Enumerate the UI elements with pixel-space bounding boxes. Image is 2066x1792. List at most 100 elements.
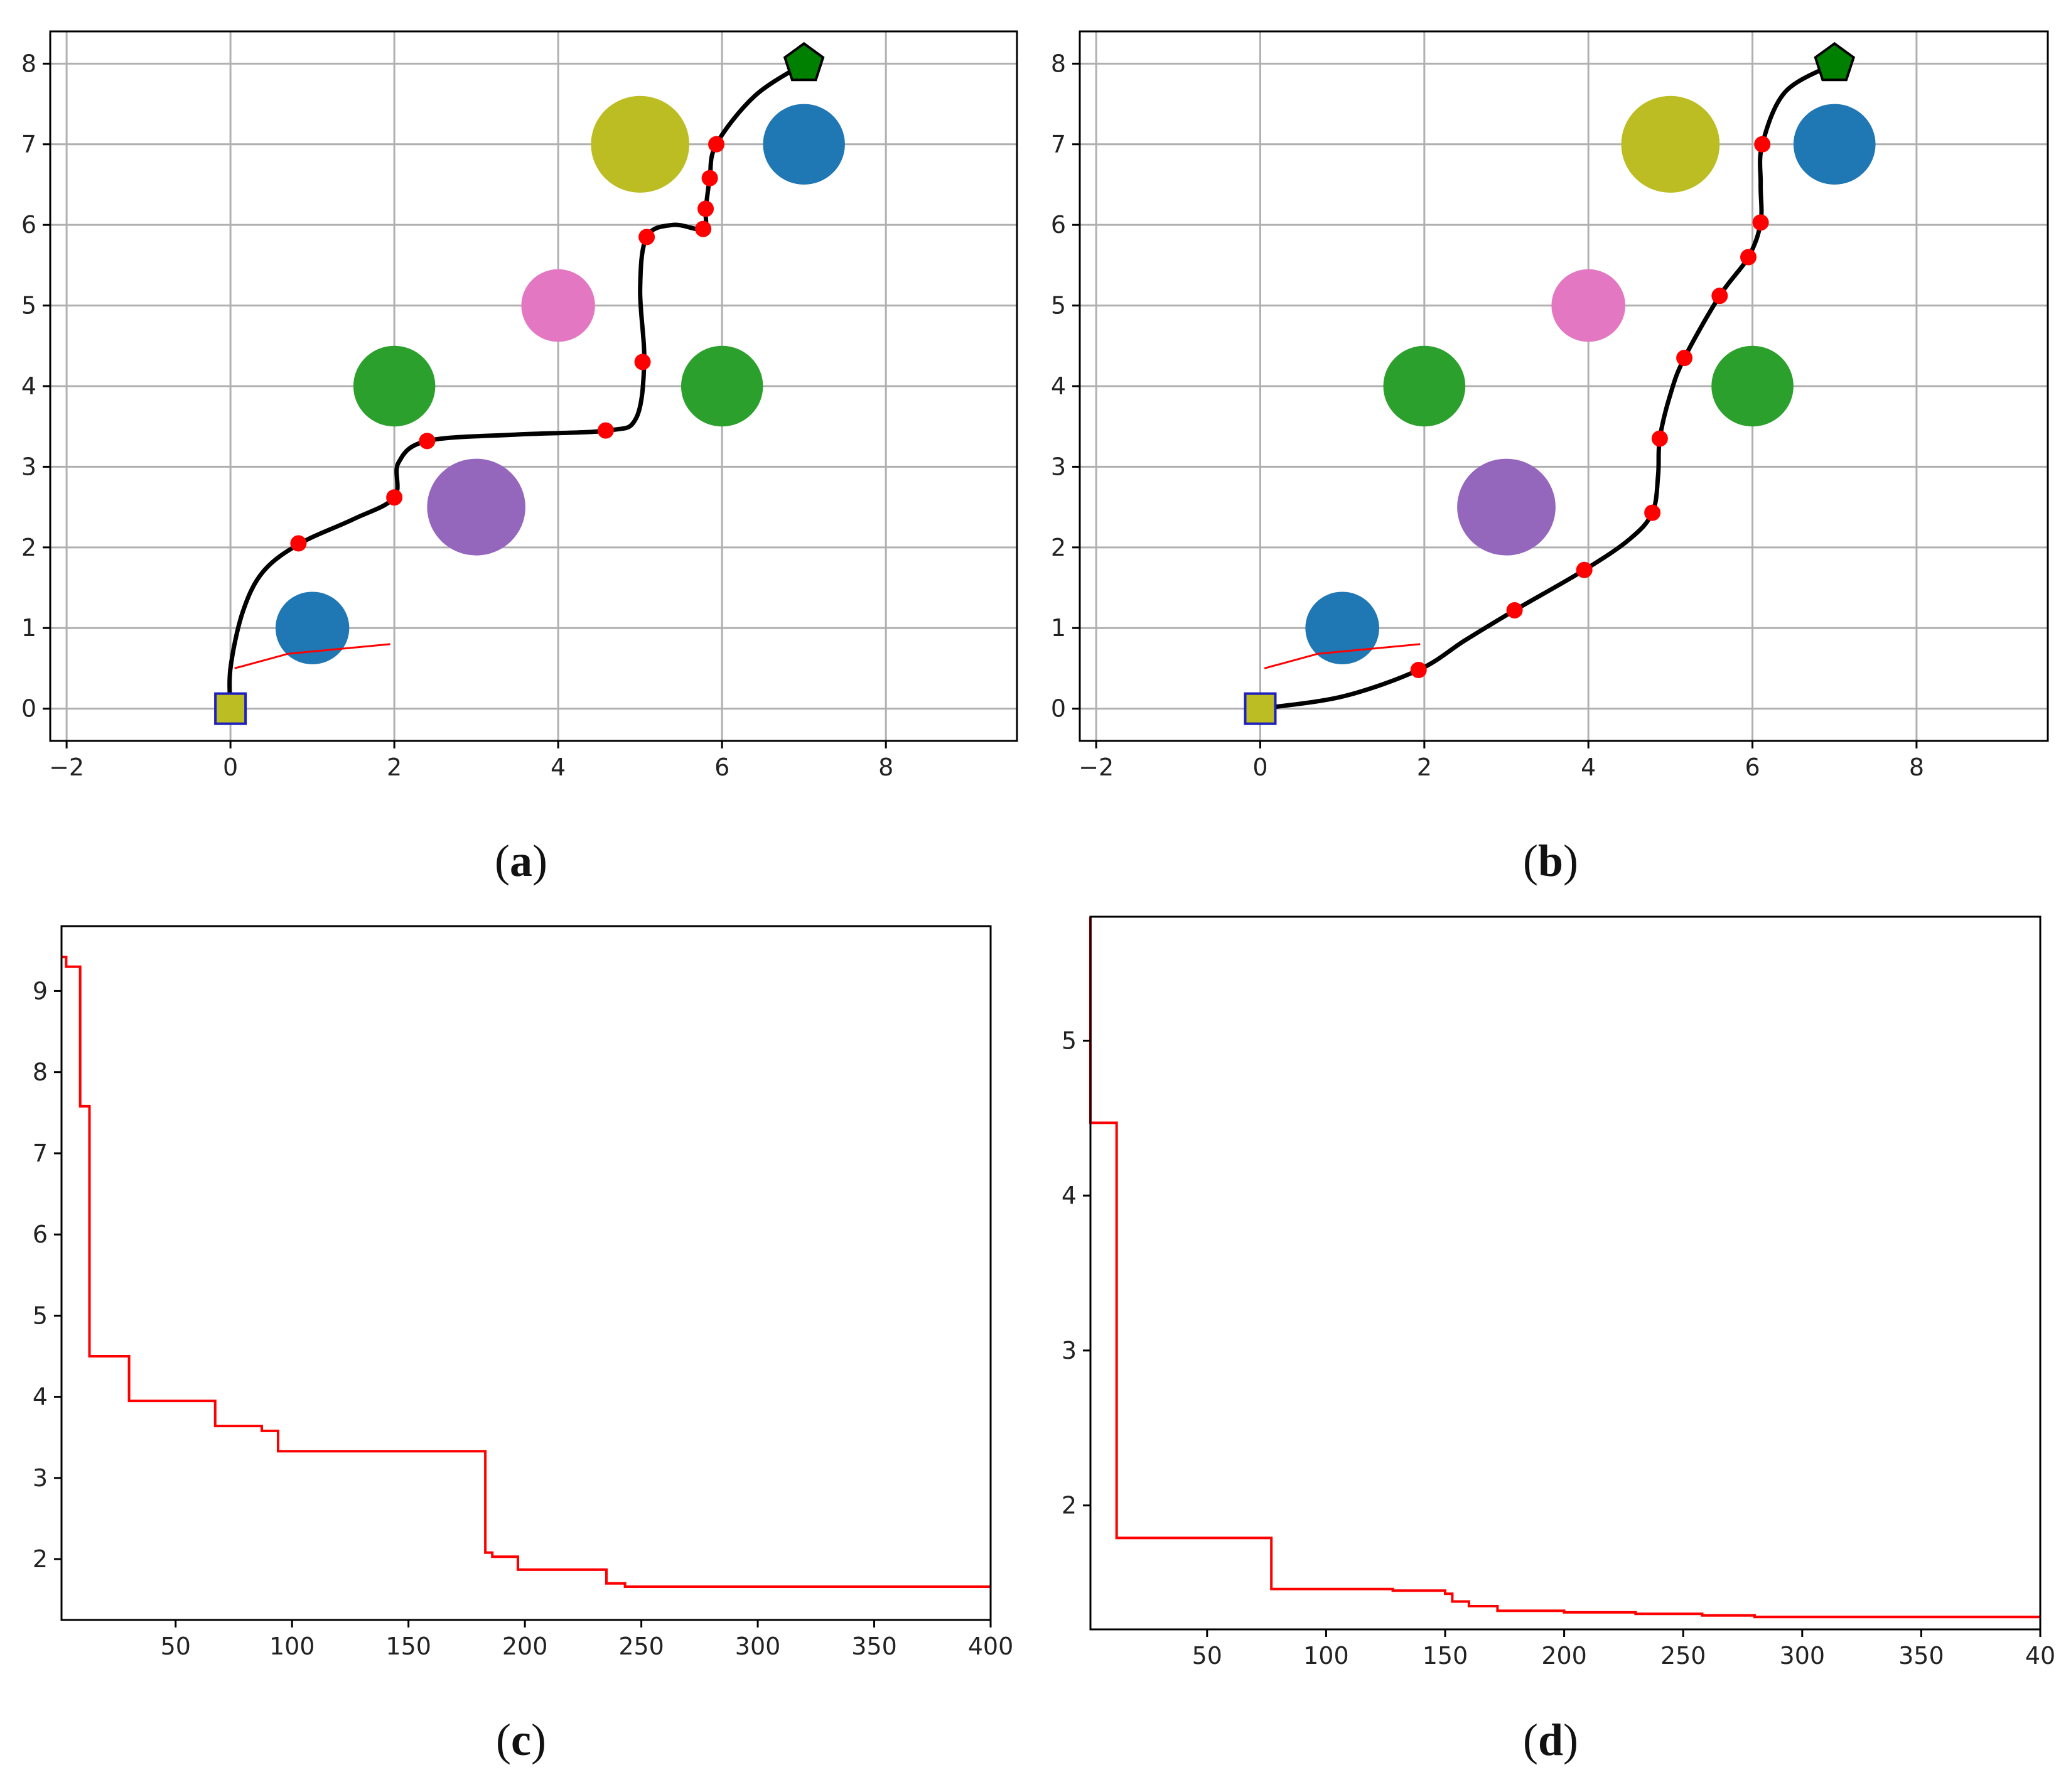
panel-c-xtick-label-5: 300	[735, 1633, 781, 1660]
panel-b-waypoint-7	[1740, 249, 1757, 266]
panel-c-convergence-plot: 50 100 150 200 250 300 350 400 2 3 4 5 6 7 8 9 (c)	[33, 925, 1013, 1765]
panel-b-grid	[1080, 31, 2048, 741]
panel-b-ytick-label-0: 0	[1051, 695, 1066, 723]
panel-b-ytick-label-5: 5	[1051, 292, 1066, 320]
panel-b-xtick-label-3: 4	[1581, 753, 1596, 781]
panel-a-ytick-label-8: 8	[21, 50, 36, 77]
panel-c-ytick-label-6: 8	[33, 1059, 48, 1086]
panel-c-caption: (c)	[496, 1715, 546, 1765]
panel-c-xtick-label-7: 400	[968, 1633, 1014, 1660]
panel-a-obstacle-2	[427, 458, 525, 556]
panel-c-cost-step-line	[62, 956, 991, 1588]
panel-c-xtick-label-1: 100	[269, 1633, 315, 1660]
panel-b-waypoint-2	[1576, 561, 1593, 578]
panel-d-xtick-label-4: 250	[1660, 1642, 1706, 1670]
panel-d-ticks: 50 100 150 200 250 300 350 40 2 3 4 5	[1062, 1027, 2055, 1670]
panel-b-xtick-label-5: 8	[1909, 753, 1924, 781]
panel-d-cost-step-line	[1089, 917, 2040, 1619]
panel-a-obstacle-1	[353, 345, 436, 427]
panel-a-xtick-label-2: 2	[387, 753, 402, 781]
panel-b-xtick-label-2: 2	[1417, 753, 1432, 781]
panel-a-ytick-label-4: 4	[21, 372, 36, 400]
panel-b-markers	[1244, 41, 1856, 725]
panel-b-obstacle-4	[1711, 345, 1794, 427]
panel-b-waypoint-8	[1752, 214, 1769, 231]
panel-d-ytick-label-2: 4	[1062, 1182, 1077, 1209]
panel-b-waypoint-0	[1410, 662, 1427, 678]
panel-a-obstacle-4	[681, 345, 763, 427]
panel-b-red-segment-line	[1264, 643, 1421, 669]
panel-a-red-segment-line	[234, 643, 390, 669]
panel-b-ytick-label-4: 4	[1051, 372, 1066, 400]
panel-a-obstacles	[275, 95, 845, 665]
panel-b-goal-marker	[1814, 41, 1856, 82]
panel-a-ytick-label-6: 6	[21, 211, 36, 239]
panel-b-waypoint-6	[1711, 288, 1728, 305]
panel-b-caption: (b)	[1523, 836, 1578, 886]
panel-d-xtick-label-0: 50	[1192, 1642, 1222, 1670]
panel-c-axes-frame	[60, 925, 992, 1621]
panel-b-xtick-label-4: 6	[1745, 753, 1760, 781]
panel-c-xtick-label-4: 250	[618, 1633, 664, 1660]
panel-b-path-line	[1258, 61, 1837, 711]
panel-a-markers	[214, 41, 825, 725]
panel-c-xtick-label-2: 150	[385, 1633, 431, 1660]
panel-a-ytick-label-3: 3	[21, 453, 36, 480]
panel-d-xtick-label-6: 350	[1898, 1642, 1944, 1670]
panel-d-xtick-label-2: 150	[1423, 1642, 1468, 1670]
panel-a-obstacle-5	[591, 95, 689, 193]
panel-c-xtick-label-0: 50	[161, 1633, 191, 1660]
panel-b-obstacle-6	[1793, 104, 1876, 185]
panel-c-ticks: 50 100 150 200 250 300 350 400 2 3 4 5 6 7 8 9	[33, 977, 1013, 1660]
panel-d-caption: (d)	[1523, 1715, 1578, 1765]
panel-d-cost-line	[1089, 917, 2040, 1619]
panel-b-waypoint-5	[1676, 350, 1693, 367]
panel-b-path-plot: −2 0 2 4 6 8 0 1 2 3 4 5 6 7 8 (b)	[1051, 30, 2049, 886]
panel-c-ytick-label-4: 6	[33, 1221, 48, 1248]
panel-a-waypoint-8	[701, 170, 718, 186]
panel-d-xtick-label-7: 40	[2025, 1642, 2055, 1670]
panel-b-start-marker	[1244, 692, 1277, 725]
panel-a-waypoint-1	[386, 489, 403, 506]
panel-a-ytick-label-2: 2	[21, 534, 36, 561]
panel-a-waypoint-7	[697, 200, 714, 217]
panel-a-red-segment	[234, 643, 390, 669]
panel-d-convergence-plot: 50 100 150 200 250 300 350 40 2 3 4 5 (d)	[1062, 915, 2055, 1765]
panel-a-xtick-label-3: 4	[551, 753, 566, 781]
panel-a-goal-marker	[783, 41, 825, 82]
panel-a-xtick-label-4: 6	[714, 753, 729, 781]
panel-a-path-plot: −2 0 2 4 6 8 0 1 2 3 4 5 6 7 8 (a)	[21, 30, 1018, 886]
panel-a-waypoint-6	[695, 220, 712, 237]
panel-b-waypoints	[1410, 136, 1771, 678]
panel-b-obstacle-0	[1305, 591, 1379, 665]
panel-b-ytick-label-1: 1	[1051, 614, 1066, 642]
panel-c-ytick-label-5: 7	[33, 1140, 48, 1167]
panel-c-ytick-label-1: 3	[33, 1464, 48, 1492]
panel-b-waypoint-1	[1506, 602, 1523, 618]
panel-c-ytick-label-2: 4	[33, 1383, 48, 1411]
panel-d-ytick-label-1: 3	[1062, 1337, 1077, 1364]
panel-b-obstacle-2	[1457, 458, 1556, 556]
panel-a-ytick-label-1: 1	[21, 614, 36, 642]
panel-a-waypoints	[290, 136, 725, 552]
panel-a-waypoint-0	[290, 535, 307, 552]
panel-a-start-marker	[214, 692, 247, 725]
panel-c-xtick-label-6: 350	[851, 1633, 897, 1660]
panel-b-ytick-label-6: 6	[1051, 211, 1066, 239]
panel-a-ticks: −2 0 2 4 6 8 0 1 2 3 4 5 6 7 8	[21, 50, 893, 781]
panel-b-waypoint-3	[1644, 504, 1661, 521]
panel-d-xtick-label-1: 100	[1303, 1642, 1349, 1670]
panel-a-caption: (a)	[495, 836, 547, 886]
panel-a-ytick-label-5: 5	[21, 292, 36, 320]
panel-c-ytick-label-3: 5	[33, 1302, 48, 1329]
panel-a-obstacle-6	[763, 104, 845, 185]
panel-d-xtick-label-5: 300	[1780, 1642, 1826, 1670]
panel-a-ytick-label-7: 7	[21, 131, 36, 158]
panel-a-waypoint-2	[419, 433, 436, 450]
panel-d-ytick-label-3: 5	[1062, 1027, 1077, 1054]
panel-b-xtick-label-0: −2	[1079, 753, 1114, 781]
panel-a-waypoint-9	[708, 136, 725, 153]
panel-b-obstacle-3	[1551, 269, 1626, 342]
panel-d-axes-frame	[1089, 915, 2042, 1631]
panel-a-waypoint-4	[634, 354, 651, 370]
